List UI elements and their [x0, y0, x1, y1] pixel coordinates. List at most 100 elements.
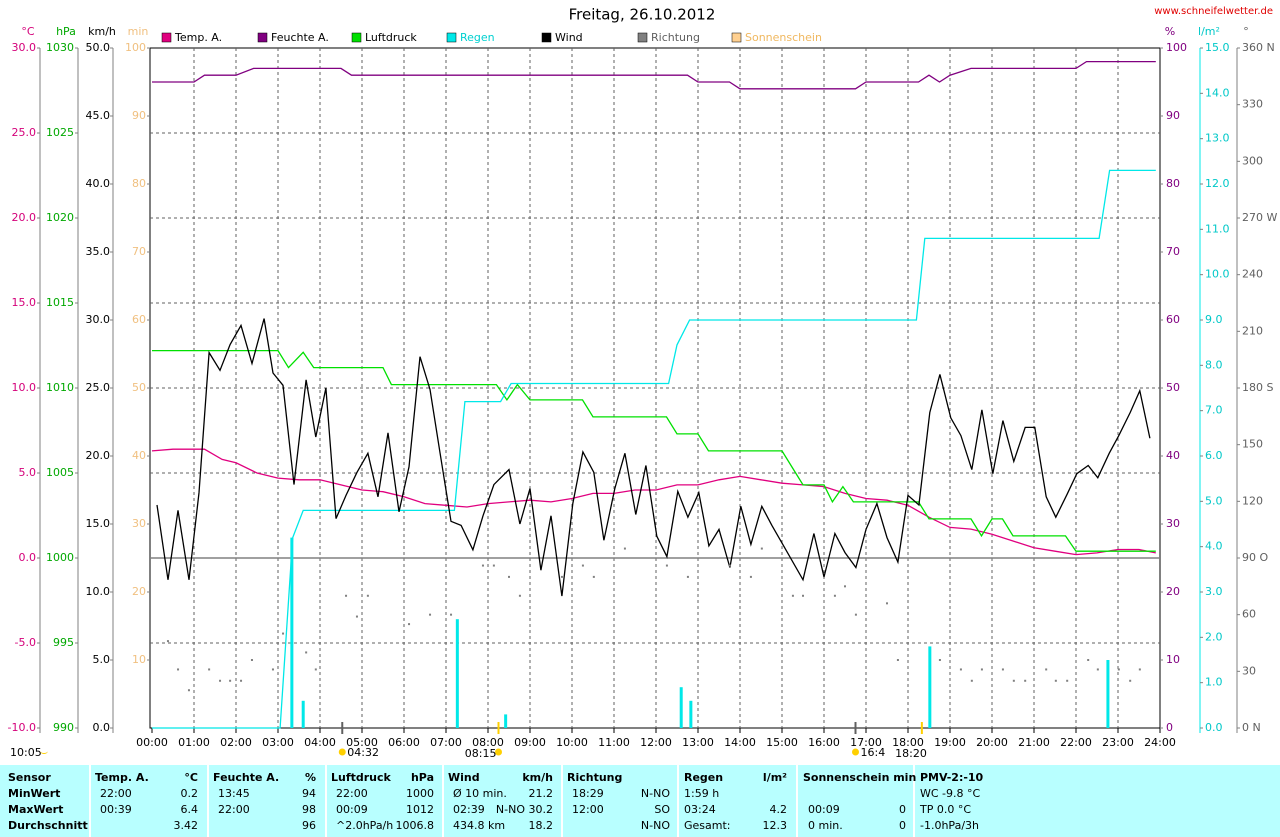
y-tick-label: 990 [53, 721, 74, 734]
rain-bar [455, 619, 459, 728]
y-tick-label: 1020 [46, 211, 74, 224]
direction-dot [518, 594, 521, 597]
row-label: MinWert [8, 787, 60, 800]
stats-table-bg [0, 765, 1280, 837]
table-header: Luftdruck [331, 771, 392, 784]
y-tick-label: 90 [1166, 109, 1180, 122]
table-cell: 22:00 [336, 787, 368, 800]
legend-label: Wind [555, 31, 583, 44]
direction-dot [959, 668, 962, 671]
y-tick-label: 4.0 [1205, 540, 1223, 553]
direction-dot [208, 668, 211, 671]
direction-dot [896, 659, 899, 661]
direction-dot [408, 623, 411, 626]
table-header: % [305, 771, 316, 784]
y-tick-label: 20.0 [12, 211, 37, 224]
table-header: °C [184, 771, 198, 784]
direction-dot [345, 594, 348, 597]
direction-dot [1054, 679, 1057, 682]
y-tick-label: 70 [1166, 245, 1180, 258]
table-header: km/h [522, 771, 553, 784]
x-tick-label: 13:00 [682, 736, 714, 749]
table-header: Feuchte A. [213, 771, 279, 784]
direction-dot [187, 689, 190, 692]
y-tick-label: 0 N [1242, 721, 1261, 734]
table-cell: 12:00 [572, 803, 604, 816]
table-cell: 1006.8 [396, 819, 435, 832]
rain-bar [504, 714, 508, 728]
y-tick-label: 20 [1166, 585, 1180, 598]
table-cell: 434.8 km [453, 819, 505, 832]
x-tick-label: 12:00 [640, 736, 672, 749]
y-tick-label: 60 [1166, 313, 1180, 326]
table-cell: 0 [899, 803, 906, 816]
y-tick-label: 25.0 [86, 381, 111, 394]
table-cell: 1012 [406, 803, 434, 816]
rain-bar [679, 687, 683, 728]
legend-label: Feuchte A. [271, 31, 329, 44]
y-tick-label: 1015 [46, 296, 74, 309]
annotation: 16:4 [861, 746, 886, 759]
direction-dot [886, 602, 888, 605]
direction-dot [282, 632, 285, 635]
y-tick-label: 100 [125, 41, 146, 54]
x-tick-label: 00:00 [136, 736, 168, 749]
legend-label: Luftdruck [365, 31, 417, 44]
table-cell: N-NO [641, 819, 670, 832]
series-line [152, 60, 1156, 90]
direction-dot [508, 575, 510, 578]
table-header: Regen [684, 771, 723, 784]
direction-dot [366, 594, 369, 597]
rain-bar [928, 646, 932, 728]
y-tick-label: 20.0 [86, 449, 111, 462]
y-tick-label: 1010 [46, 381, 74, 394]
y-tick-label: 5.0 [19, 466, 37, 479]
x-tick-label: 21:00 [1018, 736, 1050, 749]
x-tick-label: 14:00 [724, 736, 756, 749]
rain-bar [290, 537, 294, 728]
legend-label: Temp. A. [174, 31, 222, 44]
axis-unit: ° [1243, 25, 1249, 38]
table-cell: Gesamt: [684, 819, 731, 832]
annotation: 04:32 [347, 746, 379, 759]
y-tick-label: 30.0 [12, 41, 37, 54]
direction-dot [760, 547, 763, 550]
y-tick-label: -5.0 [15, 636, 36, 649]
y-tick-label: 100 [1166, 41, 1187, 54]
direction-dot [749, 575, 752, 578]
y-tick-label: 50.0 [86, 41, 111, 54]
table-header: Richtung [567, 771, 622, 784]
axis-unit: °C [21, 25, 35, 38]
y-tick-label: 70 [132, 245, 146, 258]
x-tick-label: 08:00 [472, 736, 504, 749]
direction-dot [728, 564, 731, 567]
direction-dot [429, 613, 432, 616]
table-cell: 21.2 [529, 787, 554, 800]
direction-dot [1138, 668, 1141, 671]
y-tick-label: 180 S [1242, 381, 1273, 394]
legend-swatch [161, 32, 172, 43]
table-cell: TP 0.0 °C [919, 803, 971, 816]
y-tick-label: 2.0 [1205, 630, 1223, 643]
table-cell: 12.3 [763, 819, 788, 832]
y-tick-label: 360 N [1242, 41, 1275, 54]
table-cell: N-NO [641, 787, 670, 800]
y-tick-label: 30.0 [86, 313, 111, 326]
y-tick-label: 0 [1166, 721, 1173, 734]
rain-bar [689, 700, 693, 728]
table-cell: 3.42 [174, 819, 199, 832]
direction-dot [481, 564, 484, 567]
direction-dot [844, 585, 846, 588]
y-tick-label: 0.0 [19, 551, 37, 564]
direction-dot [1012, 679, 1015, 682]
x-tick-label: 24:00 [1144, 736, 1176, 749]
y-tick-label: 9.0 [1205, 313, 1223, 326]
table-cell: 18:29 [572, 787, 604, 800]
y-tick-label: 50 [132, 381, 146, 394]
annotation: 10:05 [10, 746, 42, 759]
y-tick-label: 40 [1166, 449, 1180, 462]
direction-dot [219, 679, 222, 682]
y-tick-label: 5.0 [93, 653, 111, 666]
table-cell: 00:39 [100, 803, 132, 816]
direction-dot [833, 594, 836, 597]
